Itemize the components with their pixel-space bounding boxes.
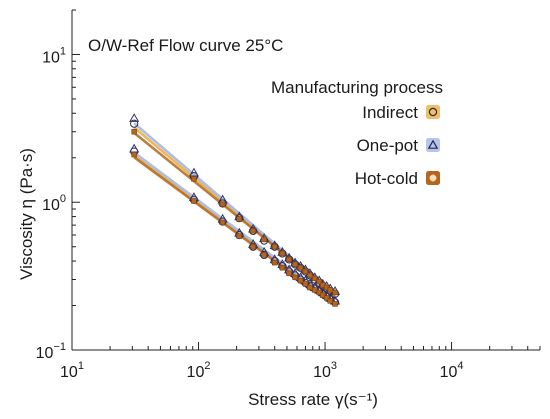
point-hot-cold <box>302 268 309 275</box>
legend-label-one-pot: One-pot <box>357 136 419 155</box>
point-hot-cold <box>191 176 197 182</box>
point-hot-cold <box>131 151 137 158</box>
point-hot-cold <box>286 256 292 263</box>
point-hot-cold <box>332 289 338 296</box>
point-hot-cold <box>219 201 226 207</box>
x-tick-label: 102 <box>187 360 211 381</box>
legend-label-hot-cold: Hot-cold <box>355 169 418 188</box>
point-hot-cold <box>320 292 326 298</box>
x-tick-label: 103 <box>313 360 337 381</box>
point-hot-cold <box>297 277 304 284</box>
chart-title: O/W-Ref Flow curve 25°C <box>88 36 283 55</box>
y-axis-title: Viscosity η (Pa·s) <box>17 148 36 280</box>
point-indirect <box>130 119 139 128</box>
legend-items: Indirect One-pot Hot-cold <box>355 103 440 188</box>
point-hot-cold <box>271 244 278 250</box>
x-axis-title: Stress rate γ(s⁻¹) <box>248 390 378 409</box>
point-hot-cold <box>279 250 286 257</box>
point-indirect <box>218 199 227 208</box>
legend: Manufacturing process Indirect One-pot Hot… <box>271 78 443 188</box>
data-points <box>129 113 341 307</box>
point-hot-cold <box>312 275 318 282</box>
point-hot-cold <box>261 236 267 243</box>
point-hot-cold <box>236 233 242 239</box>
point-hot-cold <box>271 259 278 266</box>
point-one-pot <box>129 113 140 122</box>
point-hot-cold <box>327 298 333 304</box>
y-tick-label: 10−1 <box>36 341 66 362</box>
point-hot-cold <box>307 272 313 279</box>
point-hot-cold <box>332 301 338 307</box>
legend-swatch-indirect <box>426 105 440 119</box>
point-hot-cold <box>292 274 298 281</box>
legend-title: Manufacturing process <box>271 78 443 97</box>
point-hot-cold <box>327 287 333 293</box>
point-hot-cold <box>131 129 137 135</box>
x-tick-label: 104 <box>440 360 464 381</box>
y-tick-label: 100 <box>42 193 66 214</box>
y-tick-label: 101 <box>42 45 66 66</box>
point-hot-cold <box>250 244 256 250</box>
legend-marker-square-icon <box>429 174 437 182</box>
point-hot-cold <box>236 216 242 222</box>
legend-marker-circle-icon <box>428 107 438 117</box>
point-hot-cold <box>279 265 286 271</box>
point-one-pot <box>188 167 200 177</box>
point-hot-cold <box>316 278 322 285</box>
x-tick-label: 101 <box>60 360 84 381</box>
point-hot-cold <box>261 252 267 258</box>
point-hot-cold <box>323 295 330 301</box>
point-hot-cold <box>307 284 313 291</box>
fit-line-one-pot <box>133 151 336 304</box>
point-hot-cold <box>219 219 226 226</box>
legend-marker-triangle-icon <box>427 139 439 149</box>
point-hot-cold <box>312 287 318 293</box>
point-hot-cold <box>286 270 292 277</box>
point-hot-cold <box>292 261 298 268</box>
point-hot-cold <box>191 198 197 204</box>
point-hot-cold <box>297 265 304 271</box>
point-hot-cold <box>250 228 256 234</box>
axes: 101 102 103 104 10−1 100 101 <box>36 9 541 381</box>
legend-label-indirect: Indirect <box>362 103 418 122</box>
point-hot-cold <box>302 281 309 287</box>
